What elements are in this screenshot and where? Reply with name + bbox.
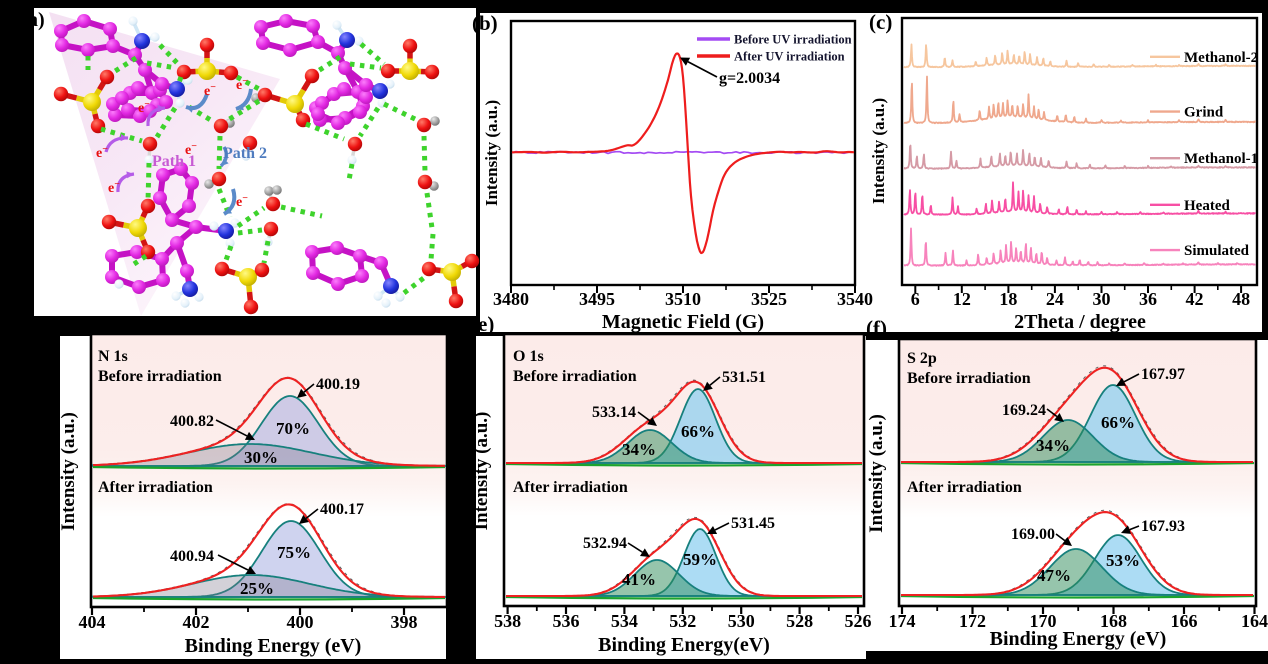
- svg-text:168: 168: [1100, 611, 1127, 631]
- svg-text:Intensity (a.u.): Intensity (a.u.): [869, 98, 888, 204]
- svg-text:Path 2: Path 2: [223, 145, 267, 162]
- svg-text:400.17: 400.17: [320, 501, 364, 518]
- svg-text:41%: 41%: [622, 570, 656, 589]
- svg-text:Binding Energy (eV): Binding Energy (eV): [990, 628, 1167, 650]
- svg-text:After irradiation: After irradiation: [513, 479, 628, 496]
- svg-text:Binding Energy(eV): Binding Energy(eV): [598, 634, 770, 656]
- svg-text:170: 170: [1030, 611, 1057, 631]
- svg-text:S 2p: S 2p: [907, 350, 937, 367]
- svg-text:(f): (f): [866, 316, 887, 340]
- svg-text:Before UV irradiation: Before UV irradiation: [734, 33, 852, 47]
- svg-text:Path 1: Path 1: [152, 153, 196, 170]
- svg-text:Heated: Heated: [1184, 198, 1230, 214]
- svg-text:172: 172: [959, 611, 986, 631]
- svg-text:174: 174: [889, 611, 916, 631]
- svg-text:167.97: 167.97: [1141, 366, 1185, 383]
- svg-text:3495: 3495: [579, 289, 615, 309]
- svg-text:169.24: 169.24: [1002, 402, 1046, 419]
- svg-text:3510: 3510: [665, 289, 701, 309]
- svg-text:526: 526: [845, 611, 872, 631]
- svg-text:2Theta / degree: 2Theta / degree: [1014, 311, 1146, 333]
- svg-text:18: 18: [999, 289, 1017, 309]
- svg-text:3525: 3525: [751, 289, 787, 309]
- svg-text:24: 24: [1046, 289, 1064, 309]
- svg-text:169.00: 169.00: [1011, 526, 1055, 543]
- svg-text:34%: 34%: [1036, 436, 1070, 455]
- svg-text:O 1s: O 1s: [513, 348, 544, 365]
- svg-text:36: 36: [1139, 289, 1157, 309]
- svg-text:528: 528: [786, 611, 813, 631]
- svg-text:531.45: 531.45: [731, 515, 775, 532]
- svg-text:532: 532: [669, 611, 696, 631]
- svg-text:Intensity (a.u.): Intensity (a.u.): [482, 100, 501, 206]
- svg-text:167.93: 167.93: [1141, 518, 1185, 535]
- svg-text:a): a): [28, 9, 45, 31]
- svg-text:48: 48: [1232, 289, 1250, 309]
- svg-text:66%: 66%: [1101, 413, 1135, 432]
- svg-text:Simulated: Simulated: [1184, 243, 1250, 259]
- svg-text:After irradiation: After irradiation: [907, 479, 1022, 496]
- svg-text:400.94: 400.94: [170, 548, 214, 565]
- svg-text:Before irradiation: Before irradiation: [513, 368, 637, 385]
- svg-text:(b): (b): [472, 11, 498, 35]
- svg-text:Methanol-1: Methanol-1: [1184, 151, 1258, 167]
- svg-text:3480: 3480: [493, 289, 529, 309]
- svg-text:Intensity (a.u.): Intensity (a.u.): [866, 414, 887, 533]
- svg-text:(e): (e): [471, 312, 494, 336]
- svg-text:Intensity (a.u.): Intensity (a.u.): [471, 412, 492, 531]
- svg-text:400.19: 400.19: [316, 376, 360, 393]
- svg-text:Before irradiation: Before irradiation: [907, 370, 1031, 387]
- svg-text:After UV irradiation: After UV irradiation: [734, 50, 845, 64]
- svg-text:400.82: 400.82: [170, 413, 214, 430]
- svg-text:12: 12: [953, 289, 971, 309]
- svg-text:531.51: 531.51: [722, 369, 766, 386]
- svg-text:75%: 75%: [277, 543, 311, 562]
- svg-text:Methanol-2: Methanol-2: [1184, 50, 1258, 66]
- svg-text:Before irradiation: Before irradiation: [98, 368, 222, 385]
- svg-text:6: 6: [911, 289, 920, 309]
- svg-text:Intensity (a.u.): Intensity (a.u.): [58, 412, 79, 531]
- svg-text:30%: 30%: [244, 448, 278, 467]
- svg-text:538: 538: [494, 611, 521, 631]
- svg-text:34%: 34%: [622, 440, 656, 459]
- svg-text:(c): (c): [869, 10, 892, 34]
- svg-text:30: 30: [1092, 289, 1110, 309]
- svg-text:Binding Energy (eV): Binding Energy (eV): [185, 635, 362, 657]
- svg-text:70%: 70%: [276, 419, 310, 438]
- svg-text:164: 164: [1241, 611, 1268, 631]
- svg-text:534: 534: [611, 611, 638, 631]
- svg-text:42: 42: [1186, 289, 1204, 309]
- svg-text:66%: 66%: [681, 422, 715, 441]
- svg-text:Magnetic Field (G): Magnetic Field (G): [602, 311, 764, 333]
- svg-text:166: 166: [1171, 611, 1198, 631]
- svg-text:536: 536: [553, 611, 580, 631]
- svg-text:398: 398: [391, 612, 418, 632]
- svg-text:59%: 59%: [683, 550, 717, 569]
- svg-text:404: 404: [79, 612, 106, 632]
- svg-text:25%: 25%: [240, 579, 274, 598]
- svg-text:47%: 47%: [1037, 566, 1071, 585]
- svg-text:402: 402: [183, 612, 210, 632]
- svg-text:g=2.0034: g=2.0034: [719, 70, 780, 87]
- svg-text:530: 530: [728, 611, 755, 631]
- svg-text:3540: 3540: [837, 289, 873, 309]
- svg-text:N 1s: N 1s: [98, 348, 128, 365]
- svg-text:After irradiation: After irradiation: [98, 479, 213, 496]
- svg-text:532.94: 532.94: [583, 535, 627, 552]
- svg-text:53%: 53%: [1106, 551, 1140, 570]
- svg-text:400: 400: [287, 612, 314, 632]
- svg-text:Grind: Grind: [1184, 105, 1224, 121]
- svg-text:533.14: 533.14: [592, 404, 636, 421]
